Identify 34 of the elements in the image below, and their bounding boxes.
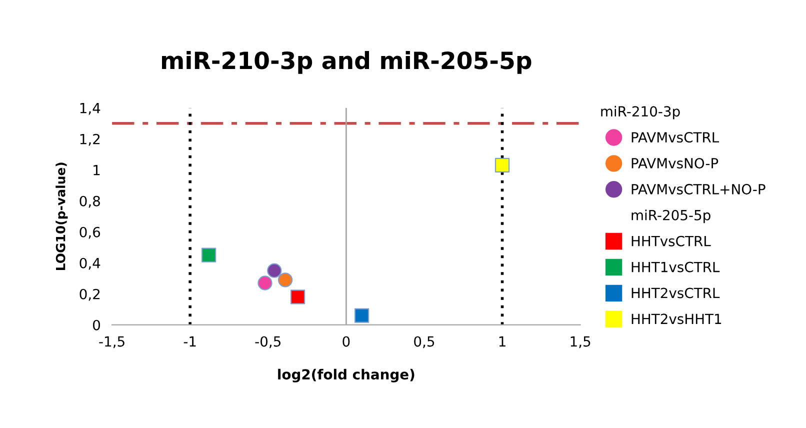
legend-label: HHT2vsHHT1 (632, 314, 722, 324)
point (258, 276, 272, 290)
y-tick-label: 0 (93, 320, 100, 330)
point (290, 290, 306, 304)
x-tick-label: 1 (499, 336, 506, 347)
text: miR-205-5p (632, 210, 710, 224)
x-tick-label: 0 (342, 336, 350, 347)
legend-label: HHT1vsCTRL (632, 262, 720, 272)
x-tick-label: -1 (184, 336, 196, 347)
point (278, 272, 293, 288)
point (201, 248, 216, 262)
legend-label: PAVMvsNO-P (632, 158, 718, 168)
x-tick-label: 1,5 (570, 336, 590, 348)
legend-label: PAVMvsCTRL+NO-P (632, 184, 766, 194)
y-tick-label: 1 (94, 165, 100, 176)
legend-label: HHTvsCTRL (632, 236, 711, 246)
x-tick-label: -0,5 (255, 336, 280, 348)
y-tick-label: 1,4 (80, 103, 100, 115)
point (267, 263, 282, 278)
point (494, 158, 510, 173)
legend-title: miR-210-3p (601, 106, 680, 120)
y-tick-label: 0,8 (80, 196, 100, 208)
y-tick-label: 0,4 (80, 258, 100, 270)
legend-label: HHT2vsCTRL (632, 288, 720, 298)
y-tick-label: 0,6 (80, 226, 100, 239)
y-axis-title: LOG10(p-value) (56, 162, 68, 270)
y-tick-label: 1,2 (80, 134, 100, 146)
legend-label: PAVMvsCTRL (632, 132, 720, 143)
y-tick-label: 0,2 (80, 288, 100, 301)
x-axis-title: log2(fold change) (278, 368, 414, 382)
x-tick-label: 0,5 (414, 336, 434, 348)
point (354, 308, 370, 323)
chart-title: miR-210-3p and miR-205-5p (162, 51, 532, 74)
x-tick-label: -1,5 (99, 336, 124, 348)
